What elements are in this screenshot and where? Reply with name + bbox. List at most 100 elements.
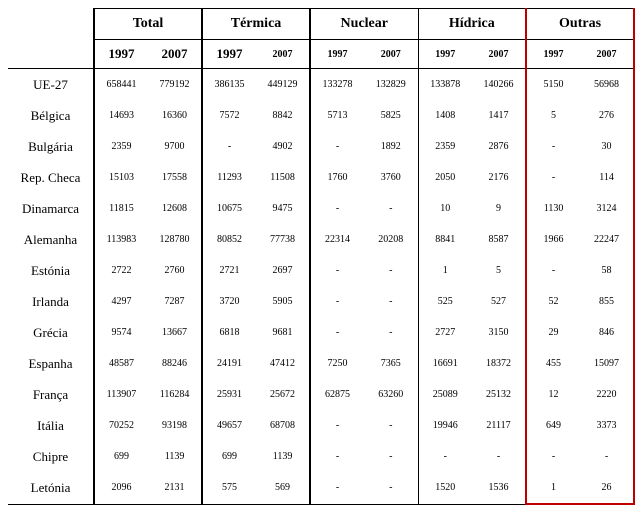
data-cell: 658441 xyxy=(94,69,148,101)
data-cell: 1139 xyxy=(148,441,202,472)
data-cell: 2722 xyxy=(94,255,148,286)
header-year-outras-1997: 1997 xyxy=(526,40,580,69)
data-cell: 2697 xyxy=(256,255,310,286)
table-body: UE-2765844177919238613544912913327813282… xyxy=(8,69,634,505)
table-row: Dinamarca1181512608106759475--1091130312… xyxy=(8,193,634,224)
data-cell: 77738 xyxy=(256,224,310,255)
data-cell: 3760 xyxy=(364,162,418,193)
data-cell: 2220 xyxy=(580,379,634,410)
row-label: Rep. Checa xyxy=(8,162,94,193)
data-cell: 52 xyxy=(526,286,580,317)
energy-capacity-table: Total Térmica Nuclear Hídrica Outras 199… xyxy=(8,8,635,505)
data-cell: 25132 xyxy=(472,379,526,410)
data-cell: 1408 xyxy=(418,100,472,131)
data-cell: 7365 xyxy=(364,348,418,379)
data-cell: 1760 xyxy=(310,162,364,193)
data-cell: 649 xyxy=(526,410,580,441)
data-cell: - xyxy=(580,441,634,472)
header-year-termica-2007: 2007 xyxy=(256,40,310,69)
data-cell: 3150 xyxy=(472,317,526,348)
header-year-hidrica-1997: 1997 xyxy=(418,40,472,69)
row-label: Dinamarca xyxy=(8,193,94,224)
data-cell: - xyxy=(310,410,364,441)
data-cell: - xyxy=(418,441,472,472)
data-cell: 1417 xyxy=(472,100,526,131)
data-cell: - xyxy=(310,472,364,504)
table-row: Chipre69911396991139------ xyxy=(8,441,634,472)
data-cell: 88246 xyxy=(148,348,202,379)
row-label: Letónia xyxy=(8,472,94,504)
data-cell: 11815 xyxy=(94,193,148,224)
table-row: Itália70252931984965768708--199462111764… xyxy=(8,410,634,441)
data-cell: 1966 xyxy=(526,224,580,255)
data-cell: 12 xyxy=(526,379,580,410)
header-blank-2 xyxy=(8,40,94,69)
data-cell: 10 xyxy=(418,193,472,224)
table-row: Bulgária23599700-4902-189223592876-30 xyxy=(8,131,634,162)
header-group-hidrica: Hídrica xyxy=(418,9,526,40)
data-cell: 113983 xyxy=(94,224,148,255)
data-cell: 26 xyxy=(580,472,634,504)
header-year-nuclear-2007: 2007 xyxy=(364,40,418,69)
row-label: Estónia xyxy=(8,255,94,286)
data-cell: 116284 xyxy=(148,379,202,410)
data-cell: 1536 xyxy=(472,472,526,504)
data-cell: 93198 xyxy=(148,410,202,441)
data-cell: 58 xyxy=(580,255,634,286)
data-cell: 16360 xyxy=(148,100,202,131)
data-cell: 4297 xyxy=(94,286,148,317)
data-cell: - xyxy=(472,441,526,472)
data-cell: 11508 xyxy=(256,162,310,193)
data-cell: 2876 xyxy=(472,131,526,162)
data-cell: 128780 xyxy=(148,224,202,255)
data-cell: 779192 xyxy=(148,69,202,101)
header-year-nuclear-1997: 1997 xyxy=(310,40,364,69)
data-cell: 9475 xyxy=(256,193,310,224)
data-cell: 5 xyxy=(526,100,580,131)
table-row: Bélgica146931636075728842571358251408141… xyxy=(8,100,634,131)
data-cell: 25672 xyxy=(256,379,310,410)
data-cell: 15103 xyxy=(94,162,148,193)
table-row: França1139071162842593125672628756326025… xyxy=(8,379,634,410)
data-cell: 62875 xyxy=(310,379,364,410)
data-cell: 846 xyxy=(580,317,634,348)
data-cell: 1130 xyxy=(526,193,580,224)
data-cell: 525 xyxy=(418,286,472,317)
data-cell: 855 xyxy=(580,286,634,317)
data-cell: 9574 xyxy=(94,317,148,348)
header-group-termica: Térmica xyxy=(202,9,310,40)
table-row: Espanha485878824624191474127250736516691… xyxy=(8,348,634,379)
data-cell: - xyxy=(364,255,418,286)
data-cell: 22314 xyxy=(310,224,364,255)
data-cell: - xyxy=(364,441,418,472)
data-cell: 2050 xyxy=(418,162,472,193)
data-cell: 19946 xyxy=(418,410,472,441)
row-label: UE-27 xyxy=(8,69,94,101)
data-cell: 12608 xyxy=(148,193,202,224)
data-cell: 80852 xyxy=(202,224,256,255)
data-cell: 3373 xyxy=(580,410,634,441)
data-cell: - xyxy=(526,255,580,286)
data-cell: 575 xyxy=(202,472,256,504)
data-cell: 7572 xyxy=(202,100,256,131)
row-label: Alemanha xyxy=(8,224,94,255)
data-cell: 140266 xyxy=(472,69,526,101)
data-cell: 5 xyxy=(472,255,526,286)
data-cell: 18372 xyxy=(472,348,526,379)
data-cell: 113907 xyxy=(94,379,148,410)
data-cell: 9681 xyxy=(256,317,310,348)
data-cell: 1892 xyxy=(364,131,418,162)
header-group-total: Total xyxy=(94,9,202,40)
data-cell: 30 xyxy=(580,131,634,162)
data-cell: 7250 xyxy=(310,348,364,379)
data-cell: 15097 xyxy=(580,348,634,379)
table-row: Rep. Checa151031755811293115081760376020… xyxy=(8,162,634,193)
data-cell: 276 xyxy=(580,100,634,131)
data-cell: 386135 xyxy=(202,69,256,101)
data-cell: 133278 xyxy=(310,69,364,101)
data-cell: - xyxy=(310,255,364,286)
table-row: Alemanha11398312878080852777382231420208… xyxy=(8,224,634,255)
data-cell: 5150 xyxy=(526,69,580,101)
data-cell: 63260 xyxy=(364,379,418,410)
data-cell: 17558 xyxy=(148,162,202,193)
